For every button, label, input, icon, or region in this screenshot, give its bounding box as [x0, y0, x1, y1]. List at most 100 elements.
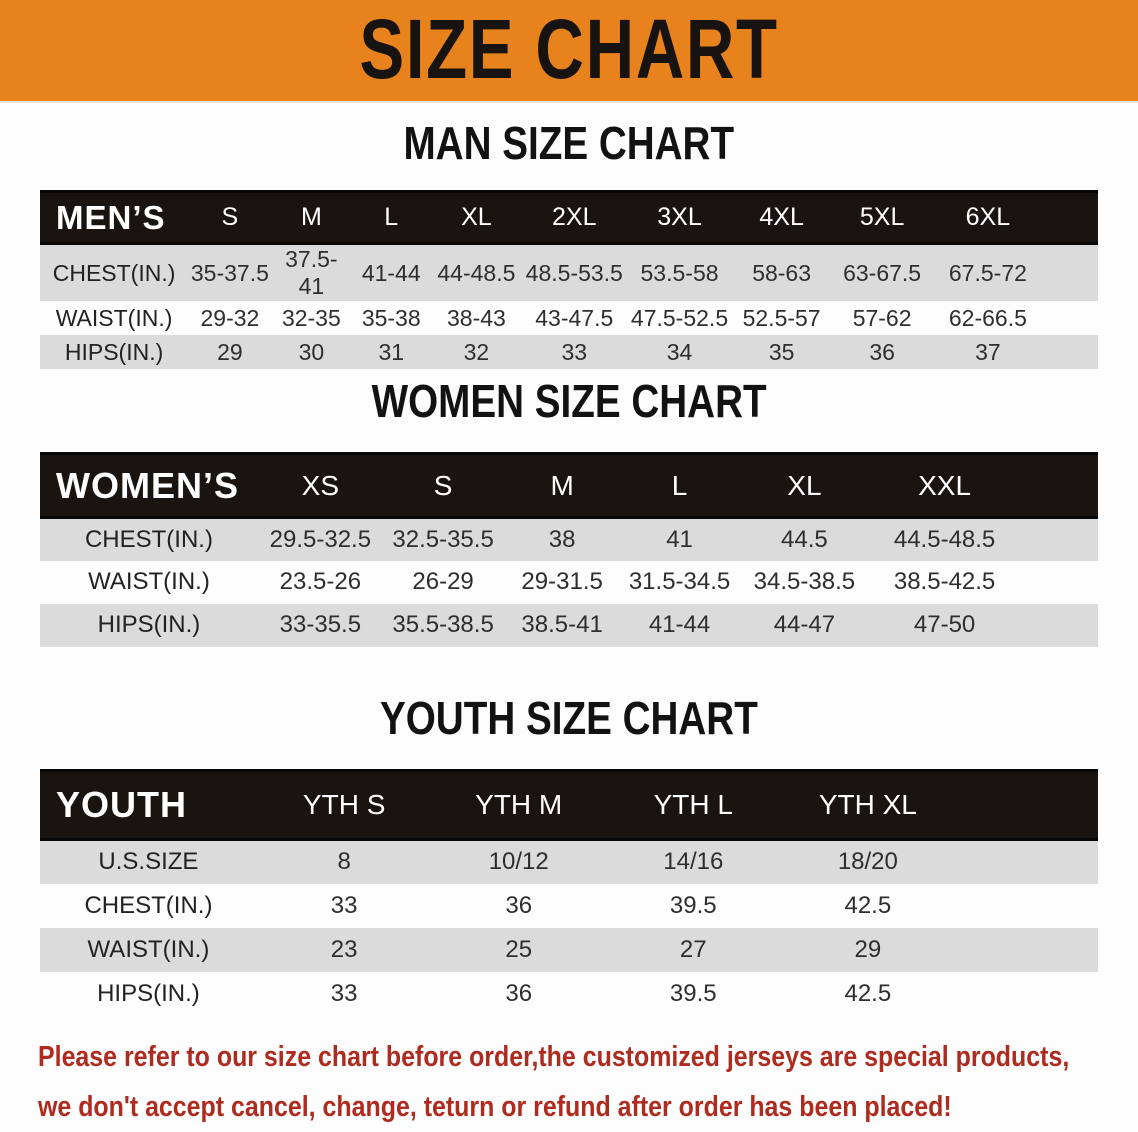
measurement-value: 47.5-52.5	[630, 304, 729, 331]
measurement-value: 35-37.5	[188, 243, 272, 301]
measurement-label: WAIST(IN.)	[40, 927, 257, 972]
measurement-value: 33	[330, 979, 358, 1007]
measurement-value: 38-43	[446, 304, 506, 331]
measurement-value: 30	[271, 335, 352, 369]
size-column-header: XS	[257, 452, 383, 519]
measurement-value: 18/20	[780, 839, 956, 884]
measurement-value: 42.5	[844, 891, 892, 919]
banner: SIZE CHART	[0, 0, 1138, 103]
measurement-value: 48.5-53.5	[521, 243, 628, 301]
measurement-value: 38	[503, 517, 621, 561]
measurement-value: 29-31.5	[521, 568, 603, 595]
measurement-value: 58-63	[731, 243, 832, 301]
size-column-header: 4XL	[731, 190, 832, 245]
size-column-header: YTH L	[606, 769, 781, 841]
disclaimer-line-2: we don't accept cancel, change, teturn o…	[38, 1091, 952, 1123]
banner-title: SIZE CHART	[359, 2, 779, 96]
measurement-value: 23	[256, 927, 432, 972]
measurement-value: 37	[932, 335, 1043, 369]
measurement-value: 36	[505, 891, 533, 919]
measurement-value: 27	[606, 927, 781, 972]
measurement-value: 33	[330, 891, 358, 919]
size-table-header-row: WOMEN’S XS S M L XL XXL	[40, 452, 1098, 519]
measurement-value: 29	[188, 335, 272, 369]
size-column-header: 5XL	[831, 190, 933, 245]
measurement-value: 36	[831, 335, 933, 369]
table-title-cell: MEN’S	[40, 190, 189, 245]
measurement-label: HIPS(IN.)	[97, 979, 200, 1007]
measurement-row: CHEST(IN.) 29.5-32.5 32.5-35.5 38 41 44.5 44.5…	[40, 517, 1098, 561]
row-filler	[955, 884, 1098, 928]
size-column-header: 2XL	[521, 190, 628, 245]
measurement-value: 8	[256, 839, 432, 884]
measurement-value: 41-44	[620, 603, 739, 647]
measurement-row: HIPS(IN.) 33 36 39.5 42.5	[40, 972, 1098, 1016]
measurement-value: 37.5-41	[271, 243, 352, 301]
measurement-value: 42.5	[844, 979, 892, 1007]
measurement-row: U.S.SIZE 8 10/12 14/16 18/20	[40, 839, 1098, 884]
measurement-row: HIPS(IN.) 33-35.5 35.5-38.5 38.5-41 41-44 44-…	[40, 603, 1098, 647]
size-column-header: S	[188, 190, 272, 245]
measurement-value: 29.5-32.5	[257, 517, 383, 561]
measurement-value: 62-66.5	[948, 304, 1027, 331]
measurement-value: 29-32	[200, 304, 260, 331]
measurement-value: 32.5-35.5	[382, 517, 504, 561]
row-filler	[955, 972, 1098, 1016]
size-table-header-row: MEN’S S M L XL 2XL 3XL 4XL 5XL 6XL	[40, 190, 1098, 245]
measurement-value: 33	[521, 335, 628, 369]
measurement-value: 53.5-58	[627, 243, 732, 301]
youth-size-table: YOUTH YTH S YTH M YTH L YTH XL U.S.SIZE 8 10/12…	[40, 769, 1098, 1016]
table-title-cell: WOMEN’S	[40, 452, 258, 519]
measurement-value: 41-44	[351, 243, 432, 301]
women-size-chart-heading: WOMEN SIZE CHART	[0, 374, 1138, 428]
size-column-header: YTH S	[256, 769, 432, 841]
size-column-header: YTH XL	[780, 769, 956, 841]
measurement-value: 38.5-42.5	[893, 568, 996, 595]
measurement-value: 44-48.5	[431, 243, 522, 301]
measurement-value: 43-47.5	[535, 304, 614, 331]
measurement-value: 39.5	[669, 979, 717, 1007]
man-size-chart-heading: MAN SIZE CHART	[0, 116, 1138, 170]
measurement-value: 39.5	[669, 891, 717, 919]
measurement-value: 63-67.5	[831, 243, 933, 301]
measurement-value: 23.5-26	[279, 568, 362, 595]
size-column-header: S	[382, 452, 504, 519]
row-filler	[1042, 243, 1098, 301]
measurement-value: 67.5-72	[932, 243, 1043, 301]
size-column-header: XL	[431, 190, 522, 245]
size-table-header-row: YOUTH YTH S YTH M YTH L YTH XL	[40, 769, 1098, 841]
size-column-header: L	[620, 452, 739, 519]
measurement-value: 29	[780, 927, 956, 972]
row-filler	[955, 927, 1098, 972]
measurement-value: 34.5-38.5	[753, 568, 856, 595]
measurement-value: 35	[731, 335, 832, 369]
measurement-label: HIPS(IN.)	[40, 335, 189, 369]
measurement-value: 47-50	[870, 603, 1019, 647]
measurement-value: 31	[351, 335, 432, 369]
measurement-row: WAIST(IN.) 29-32 32-35 35-38 38-43 43-47.5 47.…	[40, 301, 1098, 335]
table-title-cell: YOUTH	[40, 769, 257, 841]
measurement-row: CHEST(IN.) 35-37.5 37.5-41 41-44 44-48.5 48.5…	[40, 243, 1098, 301]
row-filler	[1018, 603, 1098, 647]
measurement-value: 33-35.5	[257, 603, 383, 647]
measurement-label: WAIST(IN.)	[55, 304, 173, 331]
size-column-header: M	[503, 452, 621, 519]
measurement-value: 44.5-48.5	[870, 517, 1019, 561]
measurement-value: 41	[620, 517, 739, 561]
order-disclaimer: Please refer to our size chart before or…	[38, 1032, 1138, 1132]
measurement-value: 26-29	[412, 568, 474, 595]
measurement-value: 32	[431, 335, 522, 369]
measurement-value: 57-62	[852, 304, 912, 331]
disclaimer-line-1: Please refer to our size chart before or…	[38, 1041, 1070, 1073]
size-column-header: XXL	[870, 452, 1019, 519]
youth-size-chart-heading-text: YOUTH SIZE CHART	[380, 692, 758, 744]
measurement-label: CHEST(IN.)	[40, 243, 189, 301]
measurement-value: 10/12	[431, 839, 606, 884]
measurement-row: WAIST(IN.) 23 25 27 29	[40, 927, 1098, 972]
measurement-row: WAIST(IN.) 23.5-26 26-29 29-31.5 31.5-34.5 34…	[40, 561, 1098, 604]
measurement-value: 32-35	[281, 304, 341, 331]
measurement-value: 36	[505, 979, 533, 1007]
measurement-value: 25	[431, 927, 606, 972]
size-column-header: 6XL	[932, 190, 1043, 245]
header-filler	[955, 769, 1098, 841]
